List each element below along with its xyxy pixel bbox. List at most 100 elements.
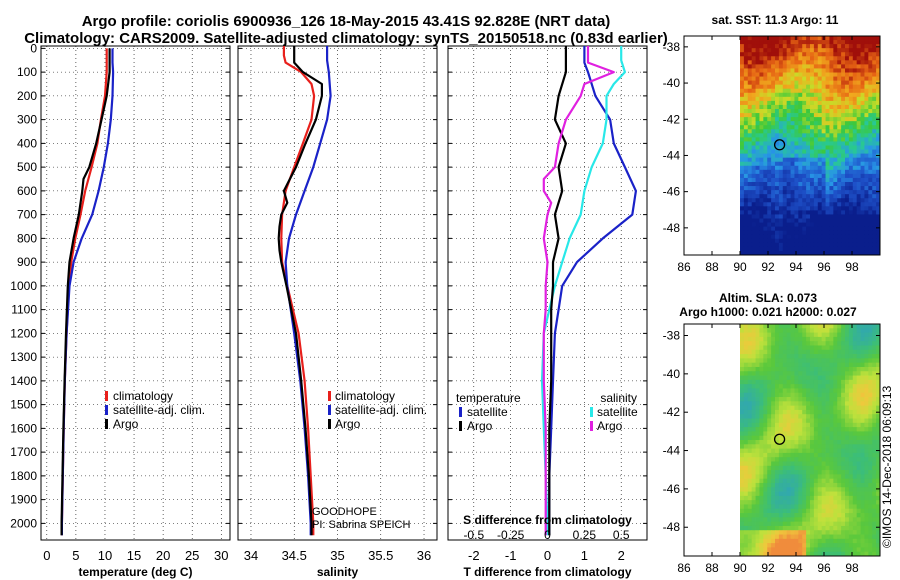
sst_map-cell bbox=[856, 145, 861, 150]
sst_map-cell bbox=[755, 52, 760, 57]
sst_map-cell bbox=[860, 202, 865, 207]
sla_map-cell bbox=[763, 474, 768, 480]
sst_map-cell bbox=[786, 80, 791, 86]
sla_map-cell bbox=[743, 349, 749, 355]
sst_map-cell bbox=[833, 133, 838, 138]
sst_map-cell bbox=[798, 194, 803, 199]
sst_map-cell bbox=[778, 214, 784, 219]
sla_map-cell bbox=[817, 384, 823, 389]
sla_map-cell bbox=[872, 341, 877, 346]
sst_map-cell bbox=[771, 222, 776, 228]
sla_map-cell bbox=[778, 543, 784, 548]
sst_map-cell bbox=[751, 149, 756, 155]
sla_map-cell bbox=[763, 444, 768, 449]
sla_map-cell bbox=[782, 375, 788, 381]
sst_map-cell bbox=[864, 177, 869, 183]
sla_map-cell bbox=[833, 482, 838, 488]
sst_map-cell bbox=[743, 238, 749, 244]
sla_map-cell bbox=[856, 482, 861, 488]
sla_map-cell bbox=[755, 538, 760, 544]
sla_map-cell bbox=[747, 349, 753, 355]
sla_map-cell bbox=[833, 362, 838, 368]
salinity-xlabel: salinity bbox=[317, 565, 359, 579]
sla_map-cell bbox=[790, 478, 795, 484]
sst_map-cell bbox=[829, 202, 834, 207]
sst_map-cell bbox=[755, 186, 760, 191]
depth-tick-label: 1600 bbox=[10, 421, 37, 435]
sst_map-cell bbox=[755, 117, 760, 122]
sst_map-cell bbox=[868, 157, 873, 163]
sla_map-cell bbox=[848, 401, 854, 407]
sst_map-cell bbox=[848, 218, 854, 223]
sla_map-cell bbox=[767, 349, 772, 355]
sst_map-cell bbox=[860, 182, 865, 187]
sst_map-cell bbox=[813, 88, 819, 94]
sst_map-cell bbox=[837, 129, 842, 134]
sst_map-cell bbox=[755, 238, 760, 244]
sst_map-cell bbox=[829, 68, 834, 73]
sst_map-cell bbox=[782, 129, 788, 134]
sst_map-cell bbox=[740, 234, 745, 240]
sla_map-cell bbox=[763, 414, 768, 419]
sst_map-cell bbox=[747, 165, 753, 171]
sst_map-cell bbox=[833, 194, 838, 199]
sst_map-cell bbox=[790, 40, 795, 45]
sst_map-cell bbox=[763, 234, 768, 240]
sla_map-cell bbox=[837, 384, 842, 389]
t_difference-series-s-argo bbox=[542, 46, 615, 536]
sst_map-cell bbox=[786, 234, 791, 240]
sla_map-cell bbox=[806, 392, 811, 398]
sst_map-cell bbox=[751, 56, 756, 61]
salinity-annotation: PI: Sabrina SPEICH bbox=[312, 519, 410, 531]
sla_map-cell bbox=[813, 354, 819, 359]
sst_map-cell bbox=[759, 157, 764, 163]
sla_map-cell bbox=[786, 422, 791, 428]
sla_map-cell bbox=[740, 547, 745, 553]
sla_map-cell bbox=[786, 517, 791, 523]
sst_map-cell bbox=[790, 64, 795, 69]
sla_map-cell bbox=[813, 366, 819, 372]
sst_map-cell bbox=[763, 109, 768, 114]
sst_map-cell bbox=[786, 177, 791, 183]
sla_map-cell bbox=[817, 397, 823, 402]
sst_map-cell bbox=[790, 234, 795, 240]
sst_map-cell bbox=[759, 113, 764, 118]
sst_map-cell bbox=[740, 60, 745, 65]
sst_map-cell bbox=[829, 40, 834, 45]
sla_map-cell bbox=[806, 487, 811, 492]
sst_map-cell bbox=[786, 40, 791, 45]
sst_map-cell bbox=[775, 72, 780, 77]
sst_map-cell bbox=[856, 64, 861, 69]
sst_map-cell bbox=[829, 214, 834, 219]
sla_map-cell bbox=[740, 366, 745, 372]
sst_map-cell bbox=[868, 173, 873, 179]
sla_map-cell bbox=[833, 534, 838, 540]
sla_map-cell bbox=[755, 513, 760, 518]
sst_map-cell bbox=[794, 48, 799, 53]
sla_map-cell bbox=[868, 345, 873, 351]
sst_map-cell bbox=[833, 186, 838, 191]
sla_map-cell bbox=[833, 397, 838, 402]
sst_map-cell bbox=[782, 113, 788, 118]
temperature-legend-label: Argo bbox=[113, 417, 139, 431]
sla_map-cell bbox=[802, 478, 807, 484]
sla_map-cell bbox=[810, 465, 815, 471]
sst_map-cell bbox=[810, 165, 815, 171]
sla_map-cell bbox=[763, 440, 768, 445]
sst_map-cell bbox=[743, 186, 749, 191]
sla_map-cell bbox=[767, 358, 772, 364]
sla_map-cell bbox=[751, 375, 756, 381]
sla_map-cell bbox=[740, 504, 745, 510]
sst_map-cell bbox=[763, 100, 768, 106]
sst_map-cell bbox=[771, 198, 776, 203]
sst_map-cell bbox=[755, 141, 760, 146]
sst_map-cell bbox=[743, 117, 749, 122]
sst_map-cell bbox=[747, 117, 753, 122]
sst_map-cell bbox=[864, 145, 869, 150]
sla_map-cell bbox=[740, 491, 745, 497]
sst_map-cell bbox=[817, 169, 823, 175]
sst_map-cell bbox=[775, 222, 780, 228]
sla_map-cell bbox=[763, 487, 768, 492]
sla_map-cell bbox=[852, 324, 858, 329]
sst_map-cell bbox=[841, 88, 846, 94]
